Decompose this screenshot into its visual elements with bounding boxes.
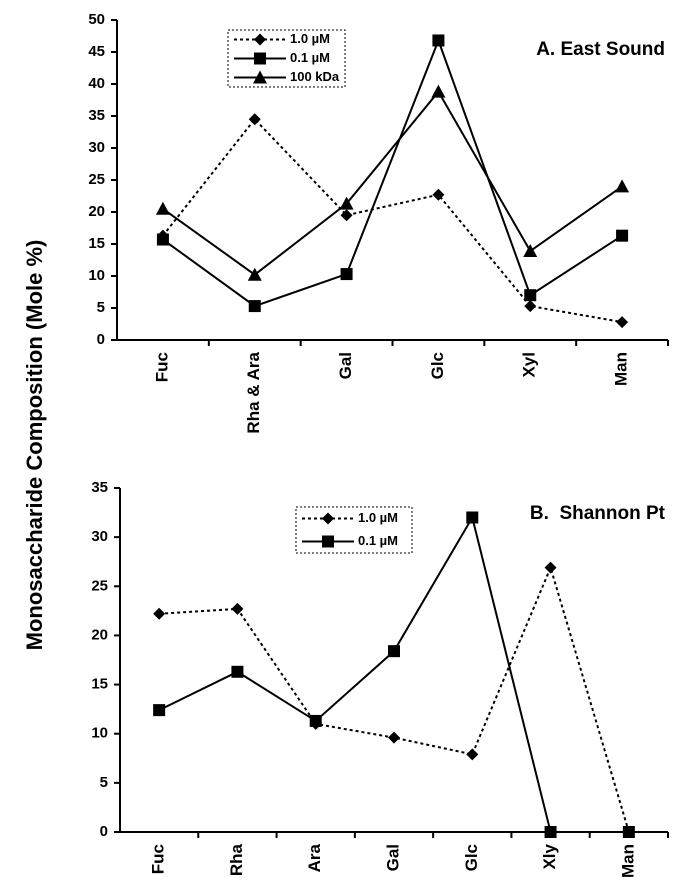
marker bbox=[309, 714, 322, 727]
x-tick-label: Man bbox=[618, 844, 637, 878]
y-tick-label: 10 bbox=[88, 267, 105, 284]
legend-label: 100 kDa bbox=[290, 69, 340, 84]
marker bbox=[339, 196, 354, 210]
marker bbox=[524, 300, 537, 313]
marker bbox=[247, 267, 262, 281]
x-tick-label: Fuc bbox=[152, 352, 171, 382]
x-tick-label: Gal bbox=[383, 844, 402, 871]
series-line bbox=[159, 564, 630, 833]
marker bbox=[524, 289, 537, 302]
legend-marker bbox=[254, 33, 266, 46]
marker bbox=[431, 84, 446, 98]
marker bbox=[615, 179, 630, 193]
y-tick-label: 45 bbox=[88, 43, 105, 60]
series-line bbox=[162, 117, 623, 324]
y-tick-label: 40 bbox=[88, 75, 105, 92]
x-tick-label: Gal bbox=[336, 352, 355, 379]
series-line bbox=[162, 89, 623, 276]
y-tick-label: 25 bbox=[88, 171, 105, 188]
marker bbox=[248, 113, 261, 126]
legend-marker bbox=[322, 512, 334, 525]
legend-box bbox=[295, 506, 413, 554]
marker bbox=[616, 229, 629, 242]
marker bbox=[432, 188, 445, 201]
y-tick-label: 15 bbox=[91, 676, 108, 693]
x-tick-label: Fuc bbox=[149, 844, 168, 874]
y-tick-label: 35 bbox=[88, 107, 105, 124]
marker bbox=[155, 201, 170, 215]
marker bbox=[523, 244, 538, 258]
y-tick-label: 30 bbox=[88, 139, 105, 156]
marker bbox=[544, 561, 557, 574]
y-tick-label: 10 bbox=[91, 725, 108, 742]
y-tick-label: 20 bbox=[91, 626, 108, 643]
legend-marker bbox=[253, 70, 267, 84]
y-tick-label: 25 bbox=[91, 577, 108, 594]
marker bbox=[153, 607, 166, 620]
y-tick-label: 5 bbox=[100, 774, 108, 791]
marker bbox=[616, 316, 629, 329]
y-tick-label: 15 bbox=[88, 235, 105, 252]
marker bbox=[544, 826, 557, 838]
x-tick-label: Glc bbox=[428, 352, 447, 379]
legend-marker bbox=[254, 52, 266, 65]
y-tick-label: 35 bbox=[91, 479, 108, 496]
legend-label: 1.0 µM bbox=[290, 31, 330, 46]
marker bbox=[432, 34, 445, 47]
panel-title: B. Shannon Pt bbox=[530, 503, 666, 524]
legend-marker bbox=[322, 535, 334, 548]
marker bbox=[248, 300, 261, 313]
y-tick-label: 0 bbox=[100, 823, 108, 840]
y-tick-label: 20 bbox=[88, 203, 105, 220]
y-tick-label: 5 bbox=[97, 299, 105, 316]
legend-label: 0.1 µM bbox=[290, 50, 330, 65]
x-tick-label: Glc bbox=[462, 844, 481, 871]
marker bbox=[340, 268, 353, 281]
panel-title: A. East Sound bbox=[536, 39, 665, 60]
x-tick-label: Rha bbox=[227, 843, 246, 876]
marker bbox=[340, 209, 353, 222]
marker bbox=[156, 233, 169, 246]
legend-label: 0.1 µM bbox=[358, 533, 398, 548]
marker bbox=[622, 826, 635, 838]
marker bbox=[231, 602, 244, 615]
marker bbox=[388, 731, 400, 744]
series-line bbox=[162, 37, 623, 308]
series-line bbox=[158, 514, 629, 833]
marker bbox=[388, 645, 400, 658]
marker bbox=[466, 511, 479, 524]
x-tick-label: Man bbox=[612, 352, 631, 386]
marker bbox=[231, 665, 244, 678]
y-tick-label: 50 bbox=[88, 11, 105, 28]
y-tick-label: 0 bbox=[97, 331, 105, 348]
legend-label: 1.0 µM bbox=[358, 510, 398, 525]
x-tick-label: Ara bbox=[305, 843, 324, 872]
marker bbox=[466, 748, 479, 761]
x-tick-label: Rha & Ara bbox=[244, 351, 263, 433]
x-tick-label: Xyl bbox=[520, 352, 539, 378]
y-axis-label: Monosaccharide Composition (Mole %) bbox=[22, 240, 47, 651]
x-tick-label: Xly bbox=[540, 843, 559, 869]
y-tick-label: 30 bbox=[91, 528, 108, 545]
marker bbox=[153, 704, 166, 717]
